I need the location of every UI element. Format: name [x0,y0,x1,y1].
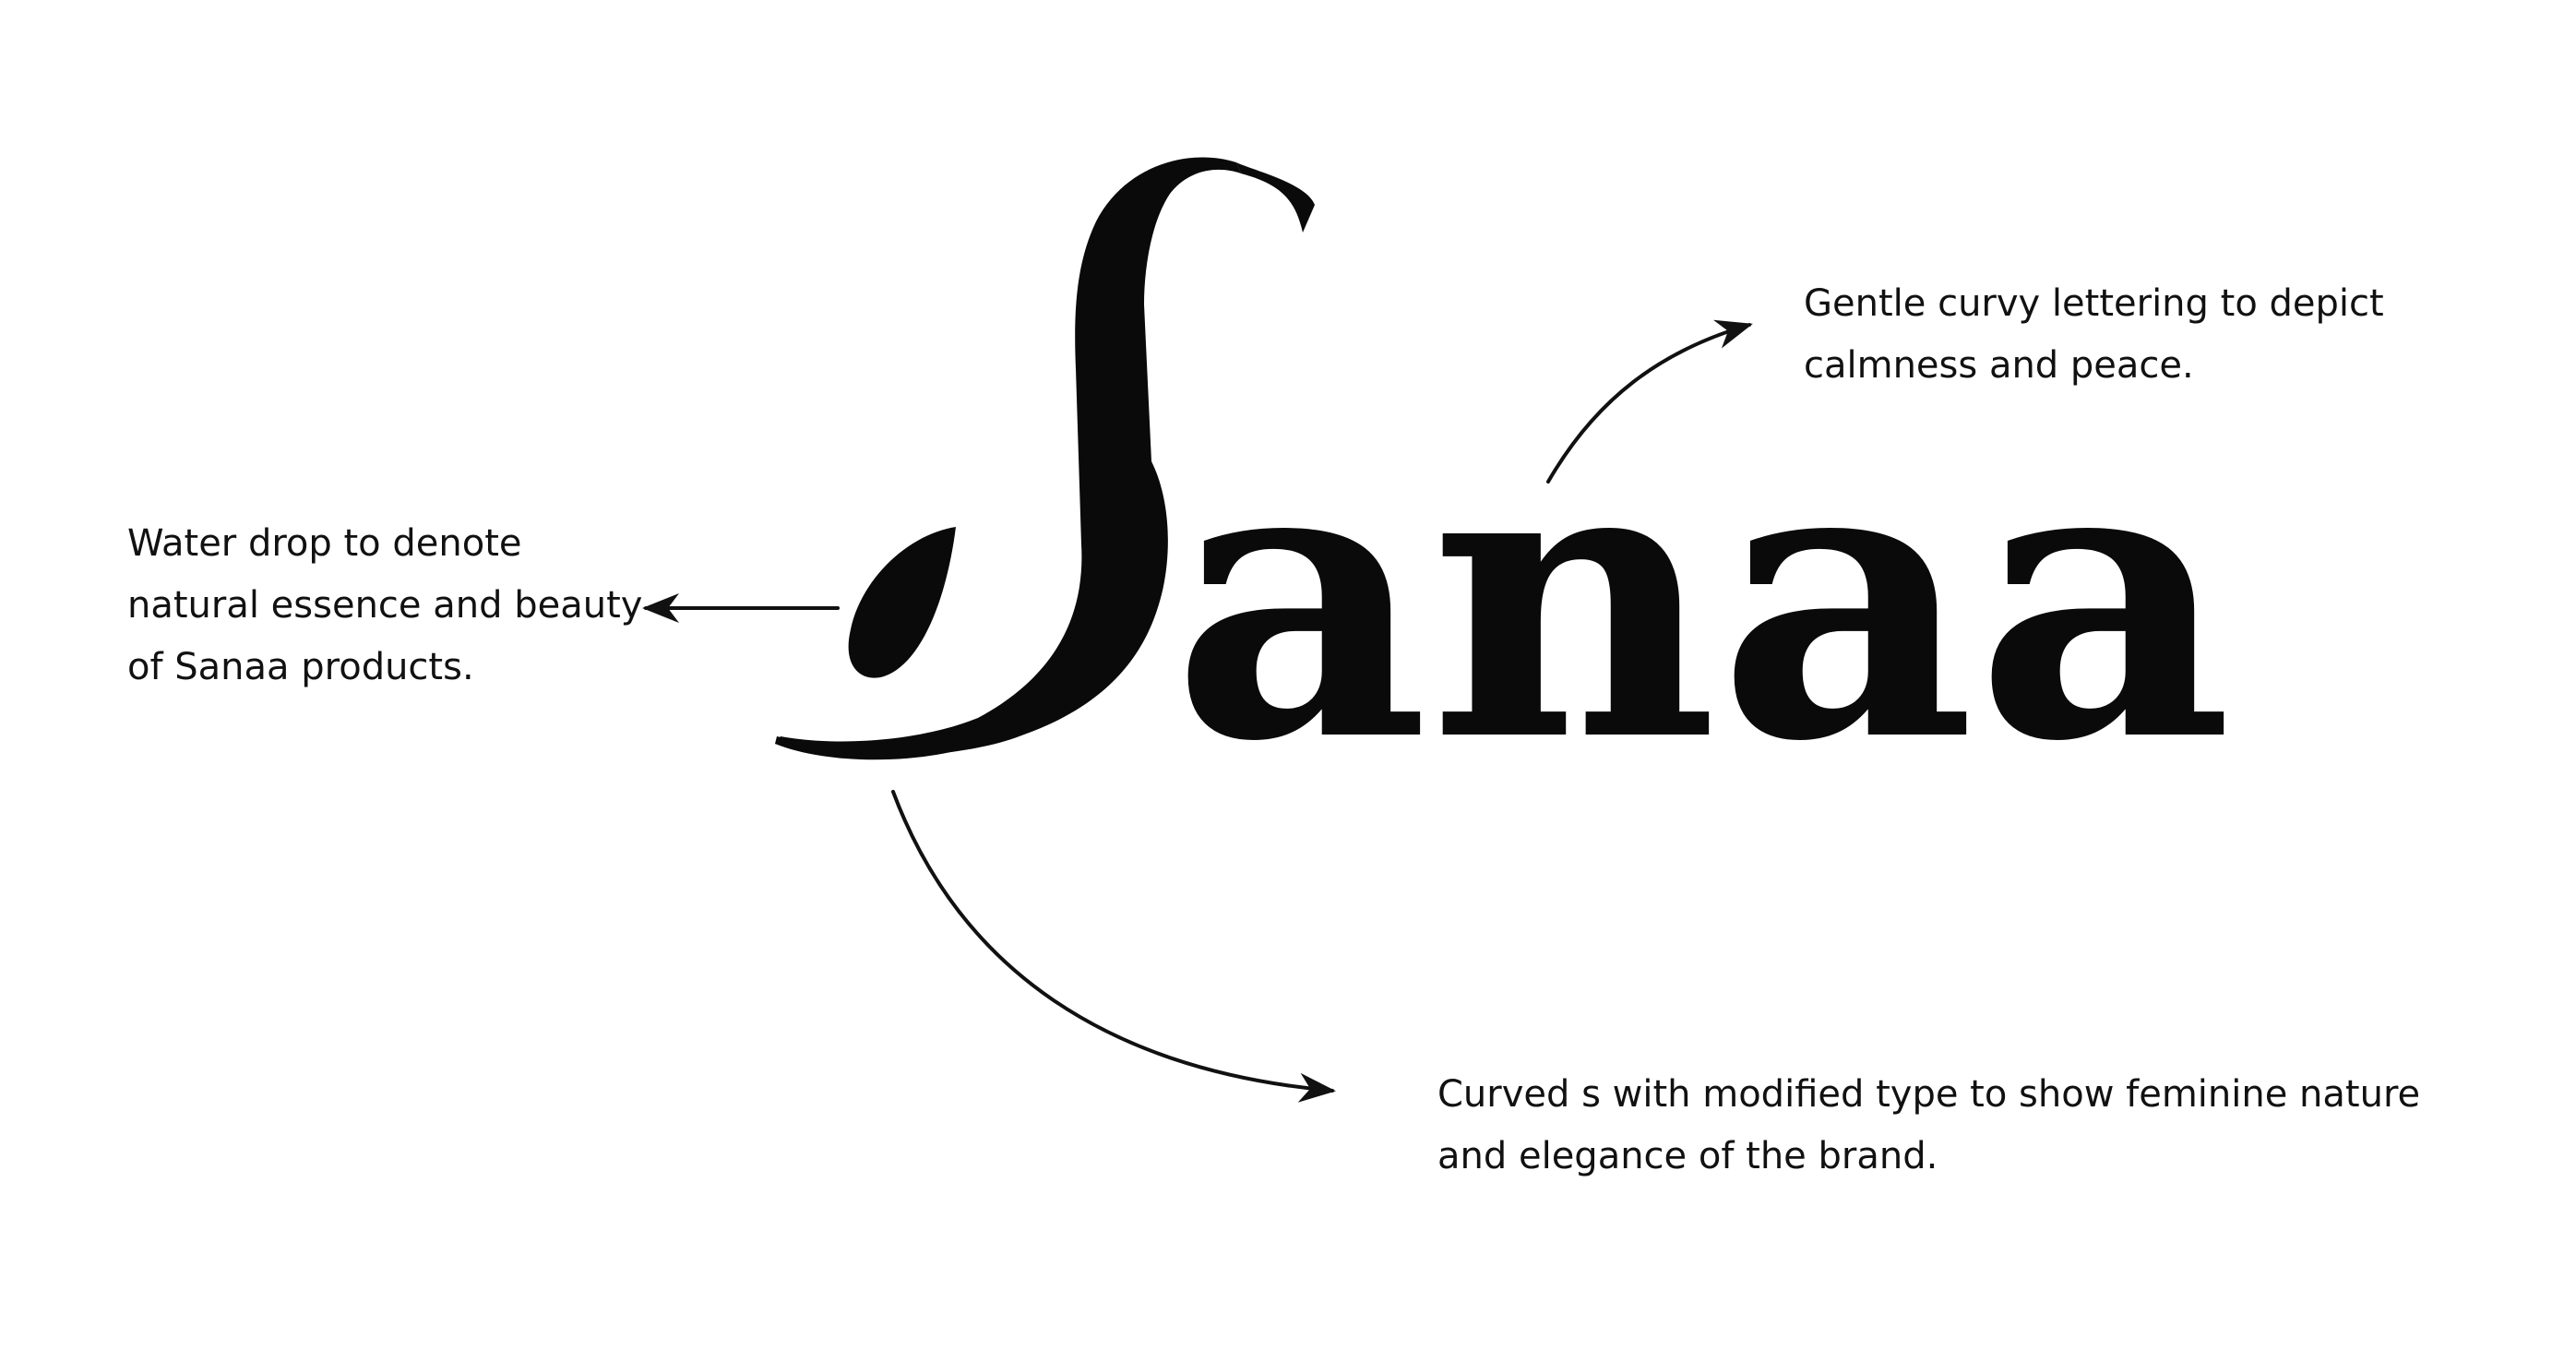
curved-s-letter [775,157,1315,760]
sanaa-logo: anaa [775,157,2233,827]
lettering-annotation: Gentle curvy lettering to depict calmnes… [1804,282,2384,387]
curved-s-arrow [891,790,1336,1103]
curved-s-annotation: Curved s with modified type to show femi… [1437,1073,2421,1177]
water-drop-icon [848,527,956,678]
water-drop-annotation: Water drop to denote natural essence and… [127,522,643,688]
wordmark-anaa: anaa [1172,372,2233,827]
lettering-arrow [1546,319,1753,484]
